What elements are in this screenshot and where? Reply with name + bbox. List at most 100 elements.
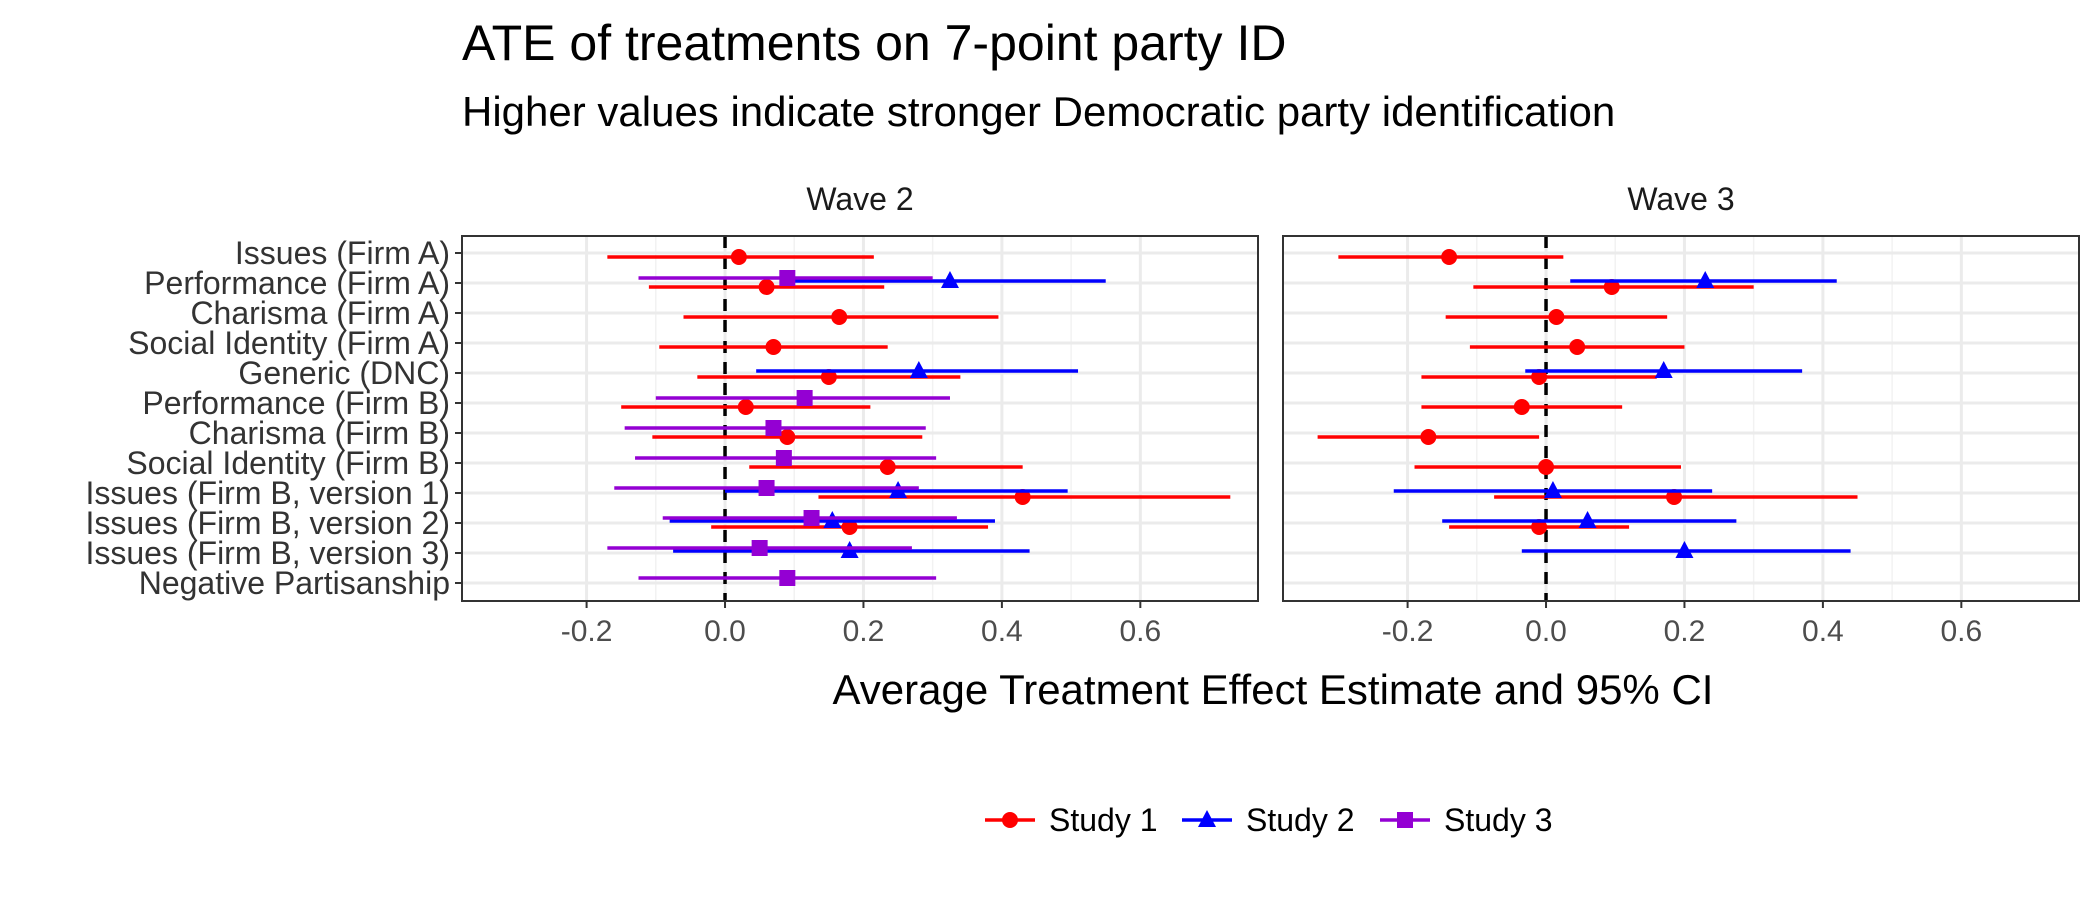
x-tick-label: -0.2	[1382, 615, 1434, 648]
estimate-study-1-charisma-firm-b	[1317, 429, 1540, 445]
x-tick-label: 0.6	[1119, 615, 1161, 648]
legend-key-marker	[1198, 810, 1216, 827]
panel-wave-3: Wave 3 -0.2 0.0 0.2 0.4 0.6	[1282, 181, 2080, 648]
legend-item-study-1: Study 1	[985, 802, 1158, 838]
x-tick-label: 0.4	[1802, 615, 1844, 648]
point-marker	[940, 271, 959, 288]
chart-subtitle: Higher values indicate stronger Democrat…	[462, 88, 1615, 135]
point-marker	[796, 390, 813, 406]
x-tick-label: 0.0	[1525, 615, 1567, 648]
panel-border	[461, 235, 1259, 602]
point-marker	[751, 540, 768, 556]
point-marker	[730, 249, 747, 265]
point-marker	[1543, 481, 1562, 498]
point-marker	[1420, 429, 1437, 445]
point-marker	[1578, 511, 1597, 528]
strip-label: Wave 3	[1627, 181, 1734, 217]
point-marker	[1569, 339, 1586, 355]
y-tick-label: Social Identity (Firm A)	[128, 325, 450, 361]
panel-background	[1283, 236, 2079, 601]
estimate-study-2-issues-firm-b-version-3	[1521, 541, 1851, 558]
y-tick-label: Issues (Firm A)	[235, 235, 450, 271]
estimate-study-1-issues-firm-a	[1338, 249, 1564, 265]
point-marker	[820, 369, 837, 385]
point-marker	[765, 420, 782, 436]
point-marker	[841, 519, 858, 535]
point-marker	[1441, 249, 1458, 265]
point-marker	[765, 339, 782, 355]
x-tick-label: 0.6	[1940, 615, 1982, 648]
legend-item-study-2: Study 2	[1182, 802, 1355, 838]
x-tick-label: 0.4	[981, 615, 1023, 648]
y-axis: Issues (Firm A)Performance (Firm A)Chari…	[85, 235, 462, 601]
estimate-study-3-social-identity-firm-b	[635, 450, 937, 466]
estimate-study-1-issues-firm-b-version-2	[1449, 519, 1630, 535]
point-marker	[1666, 489, 1683, 505]
strip-label: Wave 2	[806, 181, 913, 217]
point-marker	[779, 570, 796, 586]
point-marker	[1654, 361, 1673, 378]
y-tick-label: Negative Partisanship	[139, 565, 450, 601]
point-marker	[803, 510, 820, 526]
y-tick-label: Issues (Firm B, version 1)	[85, 475, 450, 511]
estimate-study-3-issues-firm-b-version-1	[614, 480, 919, 496]
point-marker	[1603, 279, 1620, 295]
point-marker	[1014, 489, 1031, 505]
estimate-study-3-performance-firm-b	[655, 390, 950, 406]
y-tick-label: Charisma (Firm B)	[189, 415, 450, 451]
estimate-study-3-performance-firm-a	[638, 270, 933, 286]
x-axis-label: Average Treatment Effect Estimate and 95…	[833, 666, 1714, 713]
legend-key-marker	[1397, 812, 1413, 828]
point-marker	[758, 480, 775, 496]
point-marker	[758, 279, 775, 295]
legend-label: Study 3	[1444, 802, 1553, 838]
estimate-study-2-issues-firm-b-version-2	[1442, 511, 1737, 528]
panel-background	[462, 236, 1258, 601]
estimate-study-2-generic-dnc	[1525, 361, 1803, 378]
point-marker	[779, 429, 796, 445]
estimate-study-3-negative-partisanship	[638, 570, 937, 586]
point-marker	[775, 450, 792, 466]
point-marker	[1531, 519, 1548, 535]
estimate-study-1-performance-firm-b	[1421, 399, 1623, 415]
estimate-study-1-social-identity-firm-b	[1414, 459, 1681, 475]
estimate-study-1-issues-firm-a	[607, 249, 874, 265]
panel-wave-2: Wave 2 -0.2 0.0 0.2 0.4 0.6	[461, 181, 1259, 648]
estimate-study-1-social-identity-firm-a	[659, 339, 888, 355]
estimate-study-1-issues-firm-b-version-2	[711, 519, 989, 535]
point-marker	[1538, 459, 1555, 475]
panel-border	[1282, 235, 2080, 602]
point-marker	[1548, 309, 1565, 325]
x-tick-label: 0.2	[843, 615, 885, 648]
legend-label: Study 1	[1049, 802, 1158, 838]
legend-label: Study 2	[1246, 802, 1355, 838]
estimate-study-1-social-identity-firm-b	[749, 459, 1023, 475]
point-marker	[1696, 271, 1715, 288]
point-marker	[879, 459, 896, 475]
y-tick-label: Social Identity (Firm B)	[126, 445, 450, 481]
legend: Study 1 Study 2 Study 3	[985, 802, 1553, 838]
x-tick-label: 0.2	[1664, 615, 1706, 648]
x-tick-label: 0.0	[704, 615, 746, 648]
y-tick-label: Performance (Firm B)	[142, 385, 450, 421]
estimate-study-2-performance-firm-a	[794, 271, 1106, 288]
estimate-study-3-charisma-firm-b	[624, 420, 926, 436]
point-marker	[831, 309, 848, 325]
legend-item-study-3: Study 3	[1380, 802, 1553, 838]
panels: Wave 2 -0.2 0.0 0.2 0.4 0.6 Wave 3 -0.2 0.0 0.2 0.…	[85, 181, 2080, 648]
y-tick-label: Charisma (Firm A)	[190, 295, 450, 331]
y-tick-label: Generic (DNC)	[238, 355, 450, 391]
point-marker	[1513, 399, 1530, 415]
estimate-study-1-charisma-firm-b	[652, 429, 923, 445]
legend-key-marker	[1002, 812, 1018, 828]
estimate-study-1-performance-firm-a	[648, 279, 885, 295]
estimate-study-1-social-identity-firm-a	[1469, 339, 1685, 355]
y-tick-label: Issues (Firm B, version 3)	[85, 535, 450, 571]
point-marker	[909, 361, 928, 378]
point-marker	[1531, 369, 1548, 385]
estimate-study-2-generic-dnc	[756, 361, 1079, 378]
estimate-study-3-issues-firm-b-version-3	[607, 540, 912, 556]
point-marker	[737, 399, 754, 415]
estimate-study-1-performance-firm-b	[621, 399, 871, 415]
